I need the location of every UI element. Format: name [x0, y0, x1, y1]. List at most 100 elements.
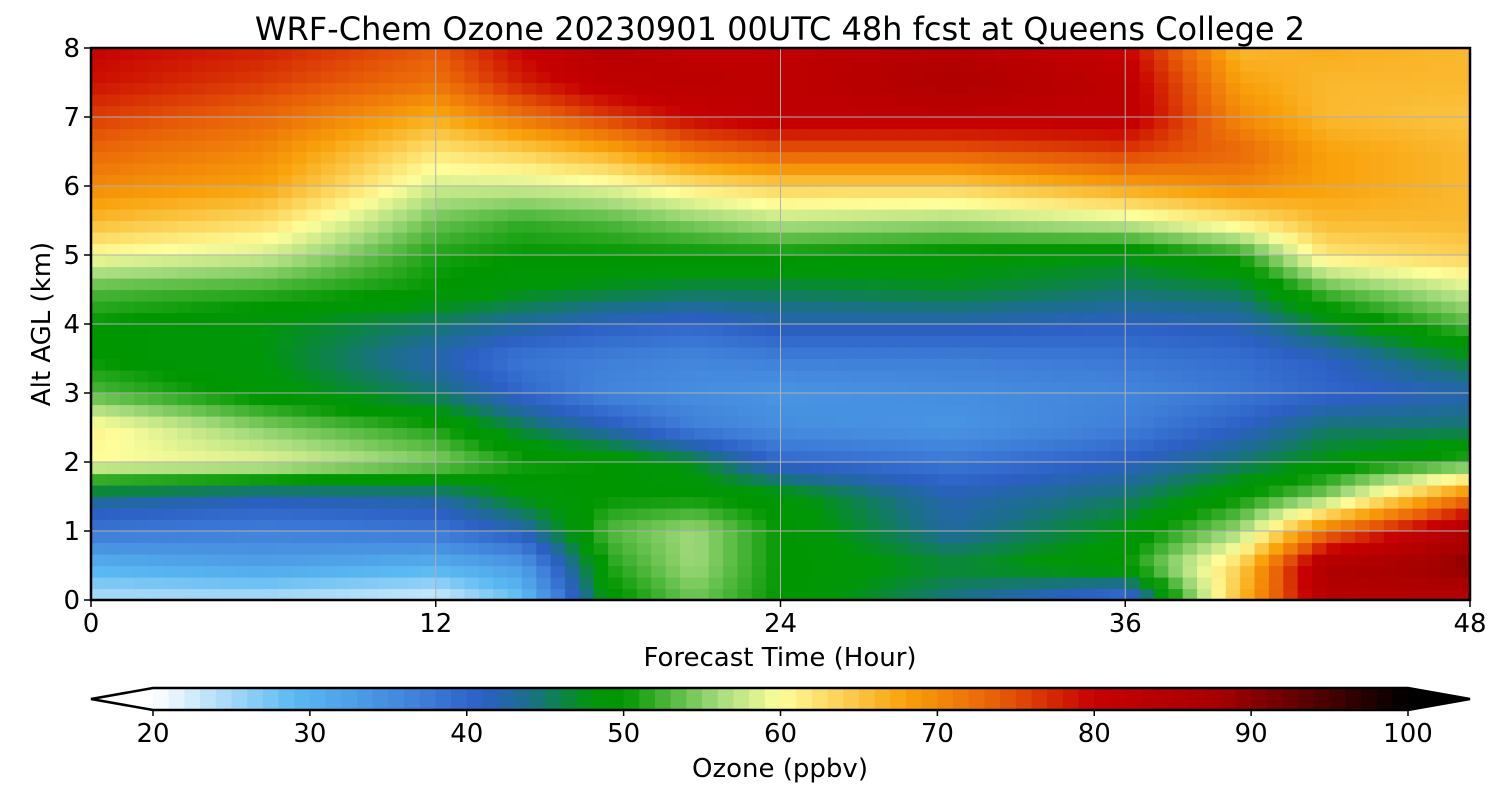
heatmap-cell: [694, 197, 710, 210]
heatmap-cell: [938, 197, 954, 210]
heatmap-cell: [1326, 151, 1342, 164]
heatmap-cell: [1110, 186, 1126, 199]
heatmap-cell: [119, 94, 135, 107]
heatmap-cell: [478, 381, 494, 394]
heatmap-cell: [435, 163, 451, 176]
heatmap-cell: [1254, 301, 1270, 314]
heatmap-cell: [780, 209, 796, 222]
heatmap-cell: [723, 508, 738, 521]
heatmap-cell: [134, 577, 150, 590]
heatmap-cell: [809, 232, 825, 245]
heatmap-cell: [924, 174, 940, 187]
colorbar-segment: [858, 688, 876, 710]
heatmap-cell: [205, 485, 221, 498]
heatmap-cell: [464, 473, 480, 486]
heatmap-cell: [1067, 473, 1083, 486]
heatmap-cell: [464, 140, 480, 153]
heatmap-cell: [320, 393, 336, 406]
heatmap-cell: [938, 450, 954, 463]
heatmap-cell: [1355, 542, 1371, 555]
heatmap-cell: [866, 128, 882, 141]
heatmap-cell: [1283, 209, 1299, 222]
heatmap-cell: [335, 209, 351, 222]
heatmap-cell: [1254, 335, 1270, 348]
heatmap-cell: [177, 186, 193, 199]
heatmap-cell: [593, 347, 609, 360]
heatmap-cell: [407, 439, 422, 452]
heatmap-cell: [1412, 243, 1428, 256]
heatmap-cell: [1067, 381, 1083, 394]
heatmap-cell: [536, 358, 552, 371]
heatmap-cell: [292, 358, 308, 371]
colorbar-segment: [1392, 688, 1409, 710]
heatmap-cell: [1426, 335, 1442, 348]
heatmap-cell: [349, 278, 365, 291]
heatmap-cell: [1240, 289, 1256, 302]
heatmap-cell: [981, 404, 997, 417]
heatmap-cell: [1311, 473, 1327, 486]
heatmap-cell: [162, 186, 178, 199]
heatmap-cell: [407, 255, 422, 268]
heatmap-cell: [1197, 71, 1213, 84]
heatmap-cell: [1096, 324, 1112, 337]
heatmap-cell: [507, 508, 523, 521]
heatmap-cell: [924, 554, 940, 567]
heatmap-cell: [794, 588, 810, 601]
heatmap-cell: [651, 71, 667, 84]
heatmap-cell: [794, 439, 810, 452]
heatmap-cell: [895, 485, 911, 498]
heatmap-cell: [967, 71, 983, 84]
heatmap-cell: [1355, 404, 1371, 417]
heatmap-cell: [866, 209, 882, 222]
heatmap-cell: [579, 370, 595, 383]
heatmap-cell: [134, 519, 150, 532]
heatmap-cell: [1024, 48, 1040, 61]
heatmap-cell: [119, 289, 135, 302]
heatmap-cell: [766, 117, 782, 130]
heatmap-cell: [909, 197, 925, 210]
heatmap-cell: [1182, 588, 1198, 601]
heatmap-cell: [335, 94, 351, 107]
heatmap-cell: [536, 485, 552, 498]
heatmap-cell: [622, 278, 638, 291]
heatmap-cell: [809, 59, 825, 72]
heatmap-cell: [1110, 140, 1126, 153]
heatmap-cell: [407, 94, 422, 107]
heatmap-cell: [1369, 174, 1385, 187]
heatmap-cell: [1125, 473, 1141, 486]
heatmap-cell: [1225, 105, 1241, 118]
heatmap-cell: [751, 450, 767, 463]
heatmap-cell: [1441, 450, 1457, 463]
heatmap-cell: [679, 485, 695, 498]
heatmap-cell: [1355, 232, 1371, 245]
heatmap-cell: [1010, 82, 1026, 95]
colorbar-tick-label: 70: [921, 719, 954, 749]
heatmap-cell: [1254, 577, 1270, 590]
heatmap-cell: [924, 347, 940, 360]
heatmap-cell: [1398, 289, 1414, 302]
heatmap-cell: [1024, 289, 1040, 302]
heatmap-cell: [292, 82, 308, 95]
heatmap-cell: [1024, 485, 1040, 498]
heatmap-cell: [105, 381, 121, 394]
heatmap-cell: [1168, 151, 1184, 164]
heatmap-cell: [1297, 381, 1313, 394]
heatmap-cell: [1398, 163, 1414, 176]
heatmap-cell: [1283, 508, 1299, 521]
heatmap-cell: [679, 105, 695, 118]
heatmap-cell: [1311, 439, 1327, 452]
heatmap-cell: [162, 347, 178, 360]
heatmap-cell: [91, 312, 106, 325]
heatmap-cell: [1053, 358, 1069, 371]
heatmap-cell: [91, 94, 106, 107]
heatmap-cell: [1412, 358, 1428, 371]
heatmap-cell: [407, 186, 422, 199]
heatmap-cell: [335, 393, 351, 406]
heatmap-cell: [1010, 71, 1026, 84]
heatmap-cell: [1283, 151, 1299, 164]
heatmap-cell: [780, 301, 796, 314]
heatmap-cell: [665, 151, 681, 164]
heatmap-cell: [665, 301, 681, 314]
heatmap-cell: [234, 404, 250, 417]
heatmap-cell: [895, 312, 911, 325]
